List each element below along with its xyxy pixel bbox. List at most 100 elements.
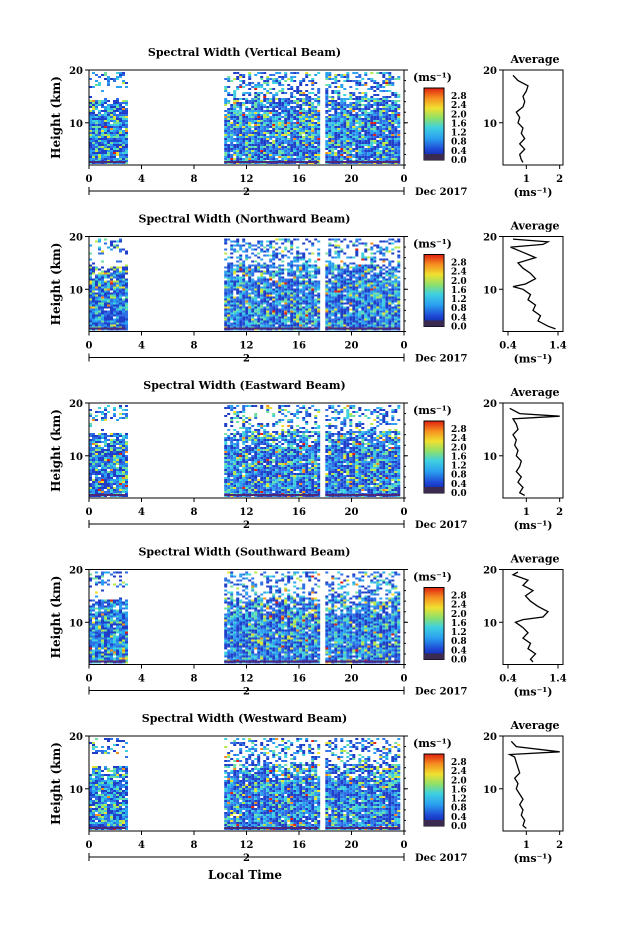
panel-1: Spectral Width (Vertical Beam) Height (km… [49, 46, 564, 199]
colorbar-tick-label: 2.0 [451, 610, 467, 620]
x-tick-label: 12 [240, 341, 254, 352]
colorbar-tick-label: 2.0 [451, 110, 467, 120]
avg-x-tick-label: 2 [556, 507, 563, 518]
colorbar-tick-label: 2.8 [451, 592, 467, 602]
x-tick-label: 20 [345, 507, 359, 518]
chart-title: Spectral Width (Westward Beam) [142, 712, 347, 725]
colorbar-tick-label: 2.8 [451, 92, 467, 102]
x-tick-label: 8 [191, 341, 198, 352]
panel-2: Spectral Width (Northward Beam) Height (k… [49, 213, 567, 366]
y-tick-label: 10 [69, 119, 83, 130]
avg-y-tick-label: 10 [483, 452, 497, 463]
colorbar-tick-label: 2.4 [451, 601, 467, 611]
x-tick-label: 20 [345, 840, 359, 851]
x-tick-label: 8 [191, 840, 198, 851]
date-label: Dec 2017 [415, 187, 467, 198]
colorbar-tick-label: 1.6 [451, 119, 467, 129]
colorbar-tick-label: 0.0 [451, 489, 467, 499]
date-label: Dec 2017 [415, 520, 467, 531]
colorbar-tick-label: 2.8 [451, 259, 467, 269]
x-tick-label: 0 [401, 341, 408, 352]
colorbar-unit: (ms⁻¹) [413, 404, 452, 417]
avg-x-tick-label: 1.4 [549, 674, 566, 685]
avg-y-tick-label: 10 [483, 618, 497, 629]
x-tick-label: 4 [138, 507, 145, 518]
colorbar-tick-label: 2.0 [451, 443, 467, 453]
colorbar-tick-label: 0.8 [451, 637, 467, 647]
colorbar-tick-label: 0.4 [451, 646, 467, 656]
colorbar-unit: (ms⁻¹) [413, 571, 452, 584]
x-tick-label: 0 [401, 840, 408, 851]
colorbar-tick-label: 2.4 [451, 101, 467, 111]
x-tick-label: 12 [240, 507, 254, 518]
date-marker: 2 [243, 187, 250, 198]
colorbar-bottom [424, 487, 444, 493]
x-tick-label: 20 [345, 174, 359, 185]
colorbar-tick-label: 1.2 [451, 628, 467, 638]
date-label: Dec 2017 [415, 687, 467, 698]
x-tick-label: 20 [345, 341, 359, 352]
colorbar-tick-label: 0.0 [451, 656, 467, 666]
heatmap-cells [89, 738, 401, 830]
colorbar-tick-label: 0.4 [451, 313, 467, 323]
colorbar-tick-label: 0.8 [451, 804, 467, 814]
colorbar-bottom [424, 820, 444, 826]
y-tick-label: 20 [69, 566, 83, 577]
avg-y-tick-label: 20 [483, 233, 497, 244]
date-label: Dec 2017 [415, 354, 467, 365]
y-axis-label: Height (km) [49, 409, 63, 492]
x-tick-label: 16 [292, 840, 306, 851]
y-tick-label: 20 [69, 732, 83, 743]
chart-title: Spectral Width (Southward Beam) [138, 546, 350, 559]
y-tick-label: 20 [69, 233, 83, 244]
colorbar-tick-label: 0.0 [451, 323, 467, 333]
avg-x-tick-label: 0.4 [499, 674, 516, 685]
colorbar-tick-label: 1.6 [451, 785, 467, 795]
avg-panel-frame [502, 569, 564, 665]
x-tick-label: 12 [240, 174, 254, 185]
x-tick-label: 0 [86, 840, 93, 851]
y-tick-label: 20 [69, 399, 83, 410]
avg-panel-title: Average [509, 220, 559, 233]
avg-x-label: (ms⁻¹) [514, 852, 553, 865]
x-tick-label: 4 [138, 174, 145, 185]
chart-title: Spectral Width (Vertical Beam) [148, 46, 341, 59]
x-tick-label: 12 [240, 674, 254, 685]
y-tick-label: 10 [69, 452, 83, 463]
colorbar [423, 420, 445, 494]
avg-panel-title: Average [509, 386, 559, 399]
y-axis-label: Height (km) [49, 576, 63, 659]
x-tick-label: 4 [138, 674, 145, 685]
colorbar-bottom [424, 320, 444, 327]
colorbar-tick-label: 2.0 [451, 776, 467, 786]
colorbar-tick-label: 2.4 [451, 434, 467, 444]
avg-y-tick-label: 10 [483, 785, 497, 796]
colorbar-bottom [424, 653, 444, 660]
colorbar-bottom [424, 154, 444, 160]
y-tick-label: 10 [69, 785, 83, 796]
x-tick-label: 16 [292, 674, 306, 685]
avg-y-tick-label: 10 [483, 119, 497, 130]
x-tick-label: 0 [86, 507, 93, 518]
x-tick-label: 0 [86, 174, 93, 185]
avg-profile-line [512, 74, 529, 163]
avg-panel-title: Average [509, 719, 559, 732]
colorbar-tick-label: 1.2 [451, 462, 467, 472]
x-tick-label: 0 [401, 674, 408, 685]
colorbar-unit: (ms⁻¹) [413, 71, 452, 84]
x-tick-label: 8 [191, 174, 198, 185]
x-tick-label: 0 [401, 507, 408, 518]
avg-panel-title: Average [509, 53, 559, 66]
panels-layer: Spectral Width (Vertical Beam) Height (km… [49, 46, 567, 865]
panel-5: Spectral Width (Westward Beam) Height (km… [49, 712, 564, 865]
colorbar-tick-label: 0.8 [451, 471, 467, 481]
avg-x-label: (ms⁻¹) [514, 519, 553, 532]
x-tick-label: 0 [401, 174, 408, 185]
heatmap-cells [89, 571, 401, 664]
colorbar-tick-label: 2.0 [451, 277, 467, 287]
avg-profile-line [509, 407, 560, 496]
x-tick-label: 0 [86, 674, 93, 685]
avg-panel-title: Average [509, 553, 559, 566]
panel-3: Spectral Width (Eastward Beam) Height (km… [49, 379, 564, 532]
colorbar-tick-label: 0.0 [451, 156, 467, 166]
